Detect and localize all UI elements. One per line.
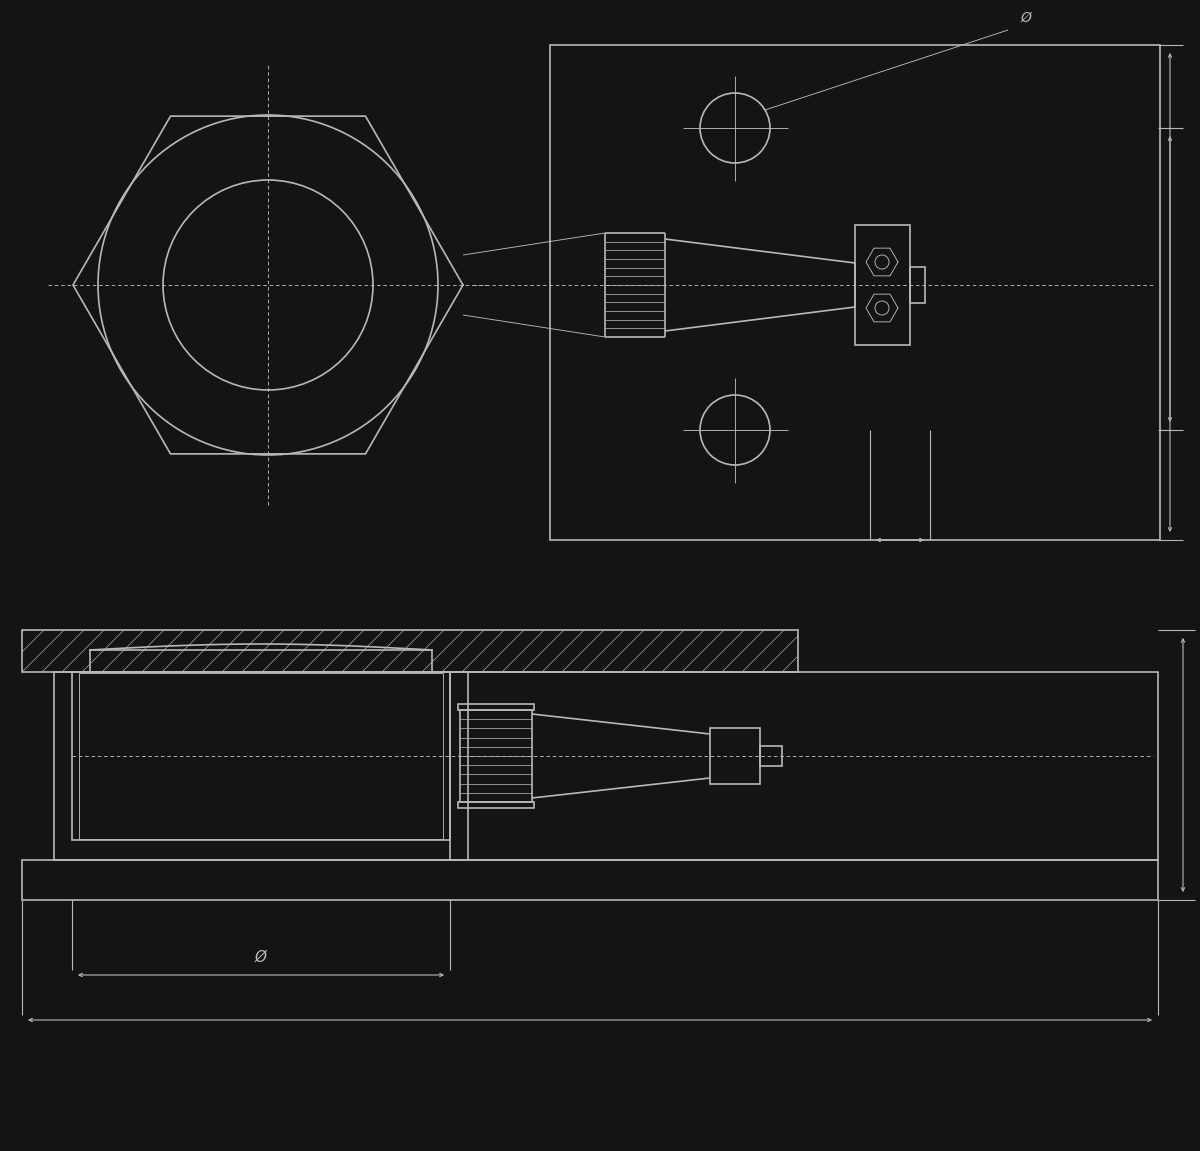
Bar <box>910 267 925 303</box>
Text: Ø: Ø <box>1020 12 1031 25</box>
Bar <box>22 630 798 672</box>
Bar <box>550 45 1160 540</box>
Bar <box>458 802 534 808</box>
Bar <box>22 860 1158 900</box>
Bar <box>760 746 782 767</box>
Bar <box>90 650 432 672</box>
Bar <box>458 704 534 710</box>
Bar <box>450 672 1158 860</box>
Bar <box>72 672 450 840</box>
Bar <box>854 224 910 345</box>
Text: Ø: Ø <box>256 950 266 965</box>
Bar <box>710 727 760 784</box>
Bar <box>54 672 468 860</box>
